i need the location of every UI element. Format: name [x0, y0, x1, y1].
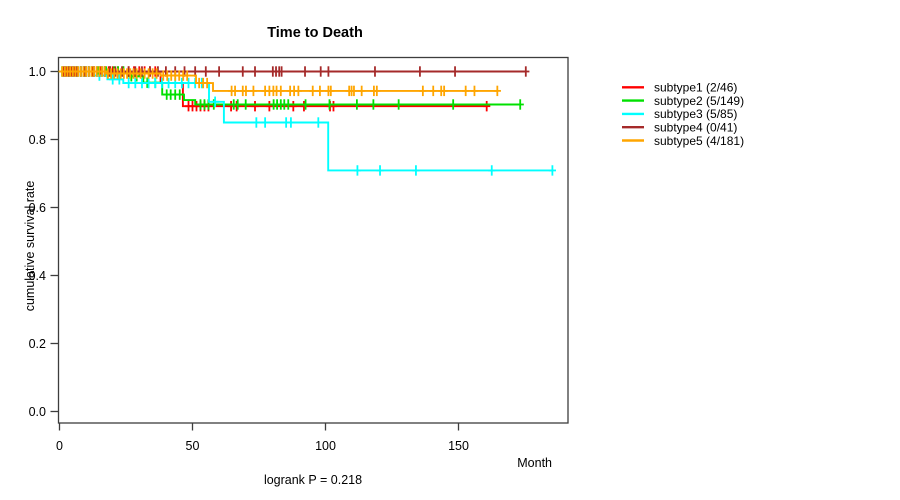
legend-label: subtype2 (5/149) [654, 94, 744, 108]
legend-item-subtype4: subtype4 (0/41) [622, 121, 737, 135]
legend: subtype1 (2/46)subtype2 (5/149)subtype3 … [622, 81, 744, 148]
x-tick-label: 150 [448, 439, 469, 453]
y-tick-label: 0.0 [29, 405, 46, 419]
survival-curves [58, 66, 556, 176]
survival-curve-subtype5 [58, 66, 501, 97]
y-tick-label: 0.6 [29, 201, 46, 215]
y-tick-label: 0.4 [29, 269, 46, 283]
legend-item-subtype2: subtype2 (5/149) [622, 94, 744, 108]
y-tick-label: 1.0 [29, 65, 46, 79]
legend-label: subtype5 (4/181) [654, 134, 744, 148]
legend-item-subtype5: subtype5 (4/181) [622, 134, 744, 148]
legend-item-subtype3: subtype3 (5/85) [622, 107, 737, 121]
logrank-p-label: logrank P = 0.218 [264, 473, 362, 487]
x-tick-label: 50 [186, 439, 200, 453]
legend-label: subtype3 (5/85) [654, 107, 737, 121]
legend-item-subtype1: subtype1 (2/46) [622, 81, 737, 95]
plot-box [57, 56, 569, 424]
y-axis-ticks: 0.0 0.2 0.4 0.6 0.8 1.0 [29, 65, 58, 419]
y-tick-label: 0.2 [29, 337, 46, 351]
legend-label: subtype4 (0/41) [654, 121, 737, 135]
x-tick-label: 100 [315, 439, 336, 453]
survival-curve-subtype3 [59, 66, 556, 176]
survival-curve-line [59, 70, 553, 172]
y-axis-label: cumulative survival rate [23, 181, 37, 312]
x-axis-ticks: 0 50 100 150 [56, 423, 469, 453]
chart-title: Time to Death [267, 25, 363, 41]
x-axis-unit-label: Month [517, 456, 552, 470]
legend-label: subtype1 (2/46) [654, 81, 737, 95]
y-tick-label: 0.8 [29, 133, 46, 147]
x-tick-label: 0 [56, 439, 63, 453]
